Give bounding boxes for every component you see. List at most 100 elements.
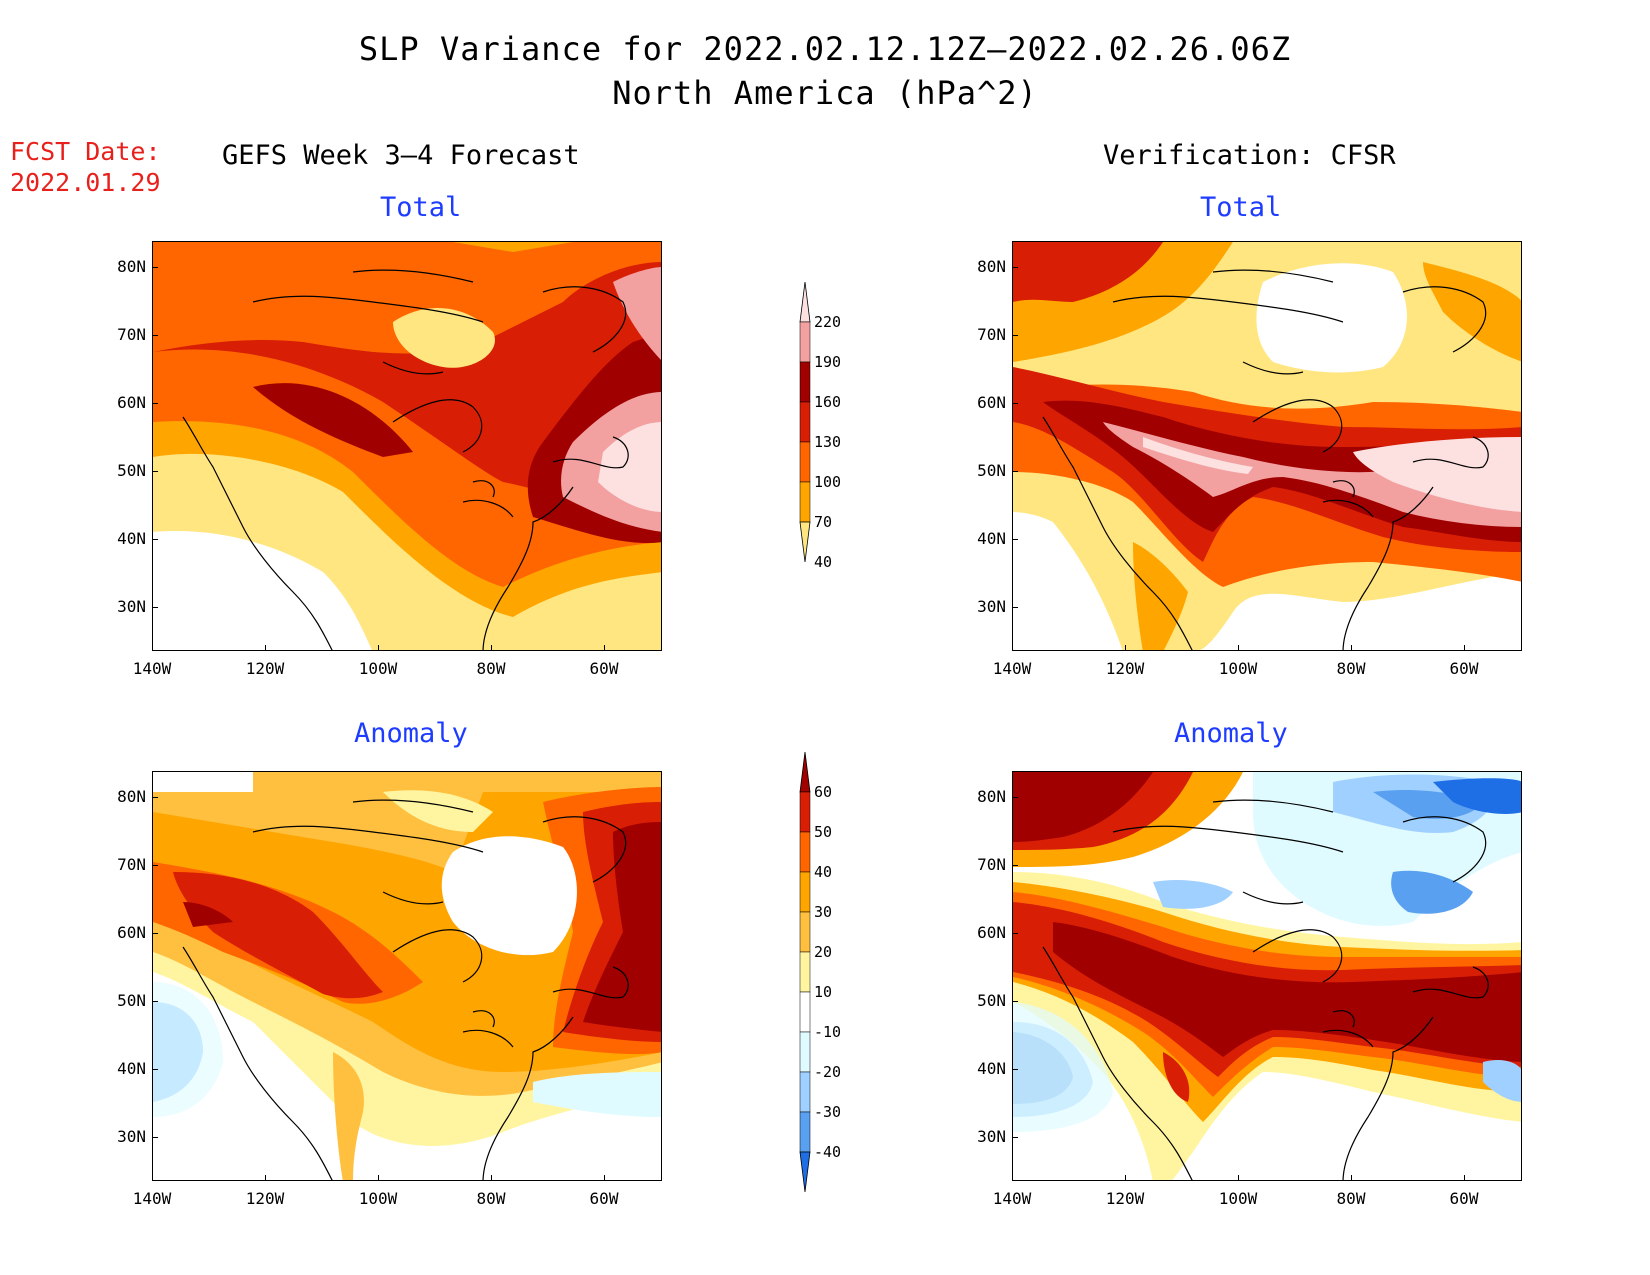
lon-tick — [265, 645, 266, 651]
main-title: SLP Variance for 2022.02.12.12Z–2022.02.… — [358, 30, 1292, 68]
colorbar-segment — [799, 951, 811, 993]
lat-tick — [1012, 335, 1018, 336]
lon-tick — [491, 1175, 492, 1181]
colorbar-label: 160 — [814, 393, 842, 411]
lon-tick-label: 60W — [589, 659, 619, 678]
lat-tick-label: 60N — [117, 393, 146, 412]
lon-tick-label: 60W — [1449, 1189, 1479, 1208]
lon-tick-label: 140W — [992, 659, 1032, 678]
lat-tick-label: 80N — [977, 257, 1006, 276]
colorbar-label: 70 — [814, 513, 833, 531]
lon-tick-label: 80W — [476, 659, 506, 678]
verification-total-field — [1013, 242, 1521, 650]
verification-anomaly-field — [1013, 772, 1521, 1180]
lat-tick-label: 80N — [117, 787, 146, 806]
colorbar-label: 40 — [814, 863, 833, 881]
lat-tick — [1012, 1069, 1018, 1070]
lat-tick-label: 70N — [977, 325, 1006, 344]
lat-tick-label: 60N — [977, 923, 1006, 942]
lon-tick — [1125, 645, 1126, 651]
colorbar-segment — [799, 791, 811, 833]
lon-tick-label: 100W — [358, 1189, 398, 1208]
lat-tick-label: 40N — [977, 529, 1006, 548]
lat-tick — [1012, 607, 1018, 608]
lat-tick — [152, 335, 158, 336]
lon-tick — [152, 645, 153, 651]
lat-tick-label: 30N — [977, 597, 1006, 616]
lat-tick — [152, 403, 158, 404]
lon-tick-label: 120W — [1105, 659, 1145, 678]
lat-tick-label: 30N — [977, 1127, 1006, 1146]
colorbar-top-arrow — [799, 752, 811, 793]
colorbar-label: -30 — [814, 1103, 842, 1121]
lat-tick — [1012, 267, 1018, 268]
lat-tick-label: 40N — [117, 529, 146, 548]
colorbar-top-arrow — [799, 282, 811, 323]
lon-tick — [1238, 1175, 1239, 1181]
lat-tick-label: 40N — [117, 1059, 146, 1078]
colorbar-label: 20 — [814, 943, 833, 961]
lon-tick-label: 140W — [132, 659, 172, 678]
colorbar-label: 100 — [814, 473, 842, 491]
lat-tick — [1012, 403, 1018, 404]
lon-tick — [378, 645, 379, 651]
lat-tick — [1012, 1001, 1018, 1002]
colorbar-bottom-arrow — [799, 1151, 811, 1193]
forecast-anomaly-map — [152, 771, 662, 1181]
lon-tick — [378, 1175, 379, 1181]
lat-tick — [1012, 1137, 1018, 1138]
anomaly-colorbar — [799, 752, 811, 1193]
colorbar-label: 190 — [814, 353, 842, 371]
lat-tick — [1012, 797, 1018, 798]
colorbar-label: -40 — [814, 1143, 842, 1161]
lat-tick — [152, 865, 158, 866]
forecast-total-map — [152, 241, 662, 651]
lon-tick — [152, 1175, 153, 1181]
lat-tick — [1012, 471, 1018, 472]
lat-tick-label: 50N — [977, 461, 1006, 480]
lon-tick-label: 120W — [1105, 1189, 1145, 1208]
lon-tick-label: 80W — [476, 1189, 506, 1208]
lon-tick-label: 120W — [245, 659, 285, 678]
forecast-date-value: 2022.01.29 — [10, 168, 161, 197]
lon-tick-label: 80W — [1336, 1189, 1366, 1208]
lat-tick — [152, 539, 158, 540]
colorbar-segment — [799, 321, 811, 363]
colorbar-segment — [799, 1031, 811, 1073]
lon-tick — [1012, 645, 1013, 651]
total-colorbar — [799, 282, 811, 563]
lat-tick-label: 70N — [977, 855, 1006, 874]
lat-tick-label: 50N — [977, 991, 1006, 1010]
lon-tick — [604, 1175, 605, 1181]
lat-tick — [152, 267, 158, 268]
lat-tick — [152, 1001, 158, 1002]
lat-tick-label: 80N — [977, 787, 1006, 806]
lat-tick — [1012, 933, 1018, 934]
verification-total-map — [1012, 241, 1522, 651]
lon-tick — [265, 1175, 266, 1181]
lon-tick — [491, 645, 492, 651]
colorbar-segment — [799, 481, 811, 523]
colorbar-label: 220 — [814, 313, 842, 331]
colorbar-segment — [799, 401, 811, 443]
forecast-total-title: Total — [380, 192, 462, 223]
lat-tick — [152, 471, 158, 472]
colorbar-segment — [799, 911, 811, 953]
lon-tick — [1464, 645, 1465, 651]
lat-tick — [152, 607, 158, 608]
colorbar-segment — [799, 1111, 811, 1153]
forecast-date-block: FCST Date: 2022.01.29 — [10, 136, 161, 198]
lat-tick-label: 30N — [117, 1127, 146, 1146]
lat-tick-label: 70N — [117, 855, 146, 874]
forecast-total-field — [153, 242, 661, 650]
lon-tick — [1464, 1175, 1465, 1181]
lat-tick-label: 60N — [977, 393, 1006, 412]
verification-anomaly-title: Anomaly — [1174, 718, 1288, 749]
colorbar-segment — [799, 1071, 811, 1113]
lat-tick — [1012, 865, 1018, 866]
colorbar-segment — [799, 441, 811, 483]
lon-tick — [1351, 645, 1352, 651]
lat-tick — [152, 797, 158, 798]
colorbar-label: 10 — [814, 983, 833, 1001]
colorbar-segment — [799, 361, 811, 403]
